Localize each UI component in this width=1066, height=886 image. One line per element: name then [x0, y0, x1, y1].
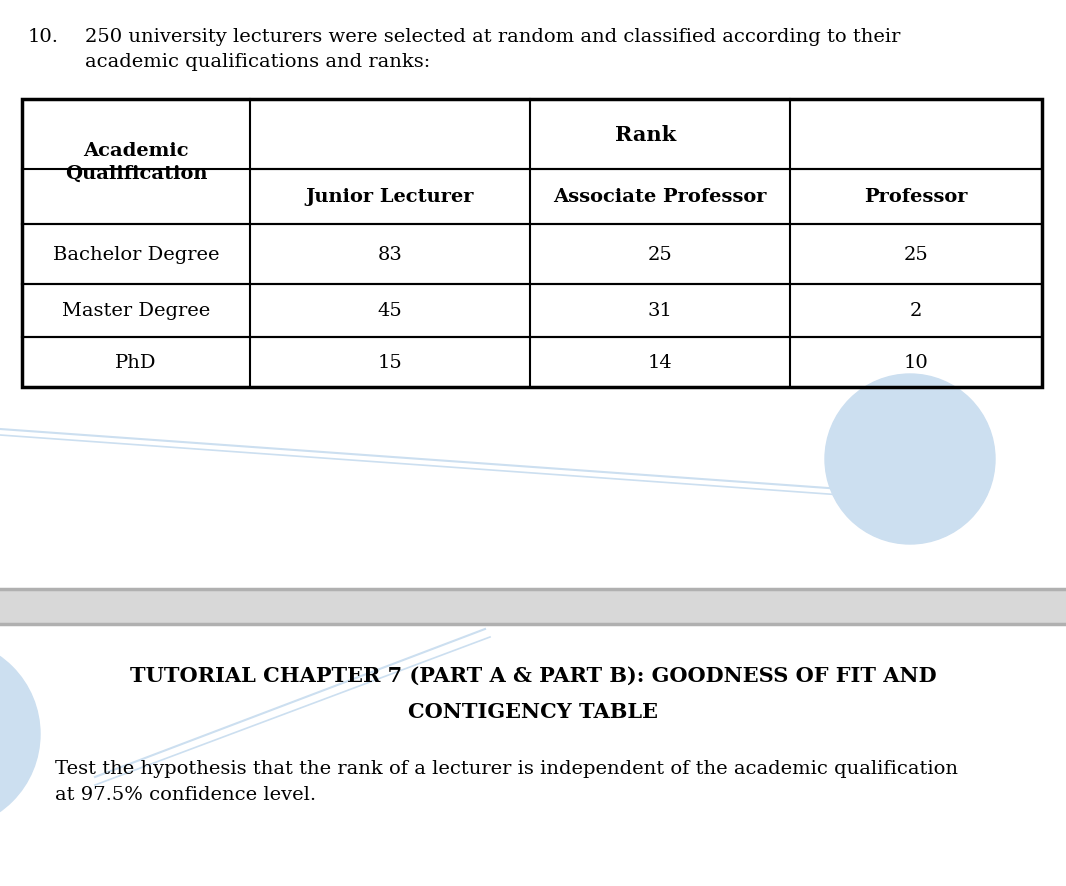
Text: 25: 25	[648, 245, 673, 264]
Text: 45: 45	[377, 302, 402, 320]
Bar	[22, 100, 1041, 387]
Text: 83: 83	[377, 245, 403, 264]
Text: Junior Lecturer: Junior Lecturer	[306, 189, 474, 206]
Text: Academic
Qualification: Academic Qualification	[65, 142, 207, 183]
Text: 14: 14	[648, 354, 673, 371]
Text: 10: 10	[904, 354, 928, 371]
Circle shape	[0, 640, 41, 829]
Text: 250 university lecturers were selected at random and classified according to the: 250 university lecturers were selected a…	[85, 28, 901, 71]
Text: Professor: Professor	[865, 189, 968, 206]
Text: Master Degree: Master Degree	[62, 302, 210, 320]
Text: Test the hypothesis that the rank of a lecturer is independent of the academic q: Test the hypothesis that the rank of a l…	[55, 759, 958, 804]
Bar	[0, 589, 1066, 625]
Text: 31: 31	[647, 302, 673, 320]
Text: Rank: Rank	[615, 125, 677, 144]
Circle shape	[825, 375, 995, 544]
Text: 2: 2	[909, 302, 922, 320]
Text: CONTIGENCY TABLE: CONTIGENCY TABLE	[408, 701, 658, 721]
Text: Bachelor Degree: Bachelor Degree	[52, 245, 220, 264]
Text: 10.: 10.	[28, 28, 59, 46]
Text: 15: 15	[377, 354, 402, 371]
Text: Associate Professor: Associate Professor	[553, 189, 766, 206]
Text: PhD: PhD	[115, 354, 157, 371]
Text: TUTORIAL CHAPTER 7 (PART A & PART B): GOODNESS OF FIT AND: TUTORIAL CHAPTER 7 (PART A & PART B): GO…	[130, 665, 936, 685]
Text: 25: 25	[904, 245, 928, 264]
